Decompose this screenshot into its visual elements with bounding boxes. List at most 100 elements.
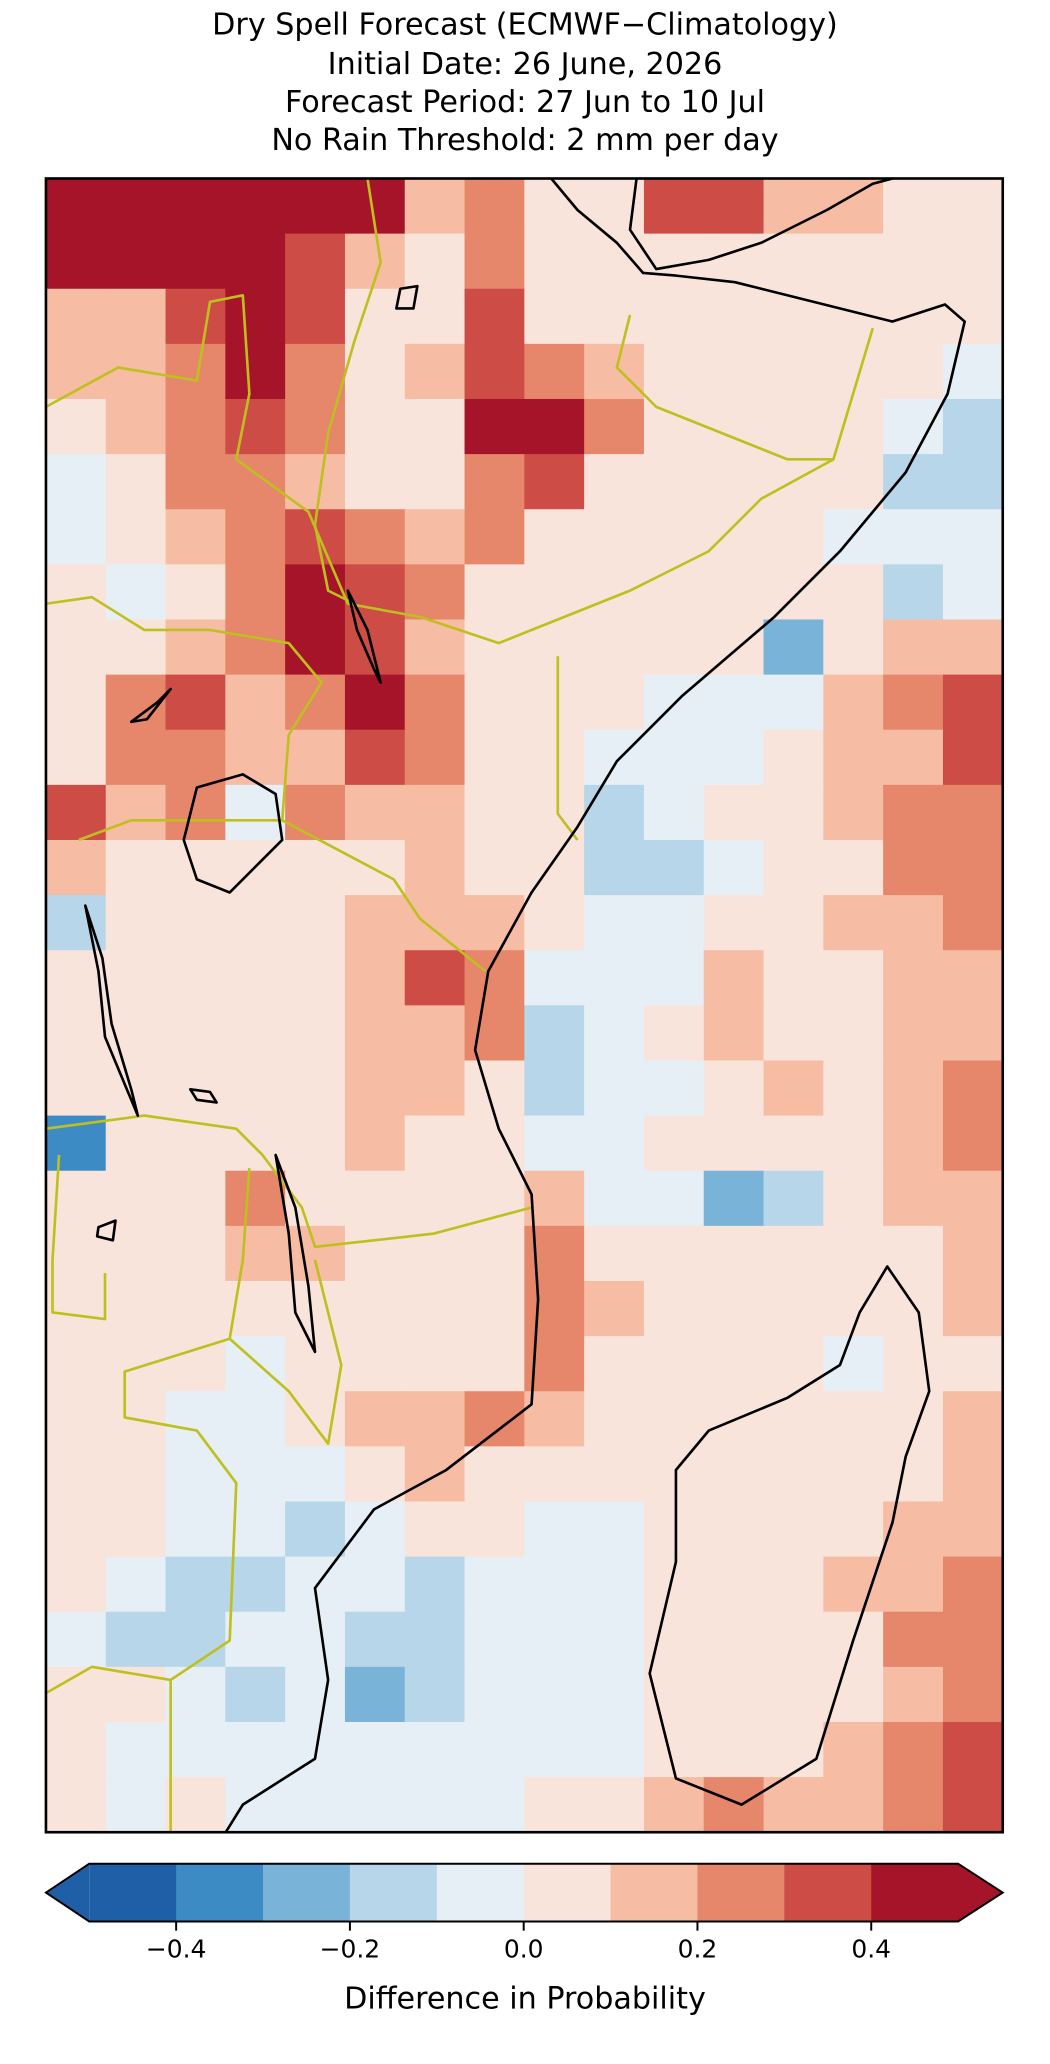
grid-cell bbox=[404, 398, 466, 455]
grid-cell bbox=[823, 1060, 884, 1117]
grid-cell bbox=[165, 398, 227, 455]
grid-cell bbox=[524, 1060, 585, 1117]
grid-cell bbox=[344, 1225, 406, 1282]
grid-cell bbox=[643, 1446, 705, 1503]
colorbar-tick-label: 0.4 bbox=[851, 1934, 891, 1963]
grid-cell bbox=[225, 784, 286, 841]
grid-cell bbox=[584, 454, 645, 510]
lake-malawi bbox=[274, 1153, 317, 1354]
grid-cell bbox=[942, 1060, 1004, 1117]
grid-cell bbox=[225, 233, 286, 290]
grid-cell bbox=[524, 233, 585, 290]
grid-cell bbox=[942, 784, 1004, 841]
grid-cell bbox=[883, 1501, 944, 1558]
grid-cell bbox=[404, 1060, 466, 1117]
grid-cell bbox=[883, 1005, 944, 1062]
grid-cell bbox=[763, 398, 824, 455]
grid-cell bbox=[225, 619, 286, 676]
grid-cell bbox=[464, 1336, 525, 1392]
subtitle: No Rain Threshold: 2 mm per day bbox=[271, 123, 778, 158]
grid-cell bbox=[285, 619, 346, 676]
grid-cell bbox=[823, 729, 884, 786]
grid-cell bbox=[165, 1666, 227, 1723]
grid-cell bbox=[225, 1060, 286, 1117]
grid-cell bbox=[524, 1115, 585, 1172]
grid-cell bbox=[942, 1280, 1004, 1337]
grid-cell bbox=[883, 1446, 944, 1503]
grid-cell bbox=[404, 1501, 466, 1558]
grid-cell bbox=[763, 343, 824, 400]
coastline bbox=[224, 177, 966, 1833]
grid-cell bbox=[643, 729, 705, 786]
grid-cell bbox=[763, 1170, 824, 1227]
grid-cell bbox=[942, 288, 1004, 345]
grid-cell bbox=[883, 398, 944, 455]
grid-cell bbox=[404, 950, 466, 1007]
grid-cell bbox=[823, 895, 884, 951]
grid-cell bbox=[464, 729, 525, 786]
grid-cell bbox=[524, 1280, 585, 1337]
grid-cell bbox=[464, 674, 525, 731]
colorbar-extend bbox=[45, 1863, 90, 1922]
grid-cell bbox=[404, 1005, 466, 1062]
grid-cell bbox=[464, 233, 525, 290]
grid-cell bbox=[883, 1666, 944, 1723]
colorbar-tick-label: −0.2 bbox=[320, 1934, 381, 1963]
grid-cell bbox=[165, 564, 227, 621]
grid-cell bbox=[763, 839, 824, 896]
grid-cell bbox=[584, 564, 645, 621]
grid-cell bbox=[883, 1170, 944, 1227]
grid-cell bbox=[165, 895, 227, 951]
grid-cell bbox=[225, 1391, 286, 1448]
grid-cell bbox=[225, 1225, 286, 1282]
grid-cell bbox=[823, 1115, 884, 1172]
lake-turkana bbox=[346, 589, 382, 684]
border bbox=[313, 178, 382, 605]
grid-cell bbox=[703, 509, 765, 566]
grid-cell bbox=[763, 1721, 824, 1778]
grid-cell bbox=[524, 398, 585, 455]
grid-cell bbox=[285, 1501, 346, 1558]
grid-cell bbox=[703, 288, 765, 345]
grid-cell bbox=[165, 1391, 227, 1448]
grid-cell bbox=[823, 1556, 884, 1613]
grid-cell bbox=[344, 564, 406, 621]
chart-title: Dry Spell Forecast (ECMWF−Climatology) bbox=[212, 8, 838, 43]
colorbar-swatch bbox=[610, 1863, 699, 1922]
grid-cell bbox=[285, 1556, 346, 1613]
grid-cell bbox=[703, 895, 765, 951]
grid-cell bbox=[344, 343, 406, 400]
grid-cell bbox=[883, 1777, 944, 1833]
grid-cell bbox=[524, 1556, 585, 1613]
grid-cell bbox=[285, 1777, 346, 1833]
grid-cell bbox=[45, 1391, 107, 1448]
grid-cell bbox=[584, 1446, 645, 1503]
grid-cell bbox=[942, 1666, 1004, 1723]
grid-cell bbox=[883, 950, 944, 1007]
grid-cell bbox=[105, 1777, 167, 1833]
grid-cell bbox=[165, 178, 227, 235]
grid-cell bbox=[285, 454, 346, 510]
grid-cell bbox=[584, 1721, 645, 1778]
grid-cell bbox=[942, 1391, 1004, 1448]
grid-cell bbox=[823, 784, 884, 841]
grid-cell bbox=[823, 1225, 884, 1282]
grid-cell bbox=[763, 619, 824, 676]
grid-cell bbox=[225, 1556, 286, 1613]
grid-cell bbox=[165, 1611, 227, 1668]
grid-cell bbox=[524, 1721, 585, 1778]
grid-cell bbox=[464, 564, 525, 621]
grid-cell bbox=[105, 1115, 167, 1172]
grid-cell bbox=[45, 1777, 107, 1833]
colorbar-swatch bbox=[263, 1863, 351, 1922]
grid-cell bbox=[464, 1721, 525, 1778]
grid-cell bbox=[883, 343, 944, 400]
grid-cell bbox=[165, 343, 227, 400]
colorbar: −0.4 −0.2 0.0 0.2 0.4 bbox=[44, 1862, 1005, 1963]
grid-cell bbox=[404, 288, 466, 345]
grid-cell bbox=[524, 454, 585, 510]
colorbar-swatch bbox=[697, 1863, 786, 1922]
grid-cell bbox=[464, 839, 525, 896]
grid-cell bbox=[942, 1777, 1004, 1833]
grid-cell bbox=[165, 288, 227, 345]
